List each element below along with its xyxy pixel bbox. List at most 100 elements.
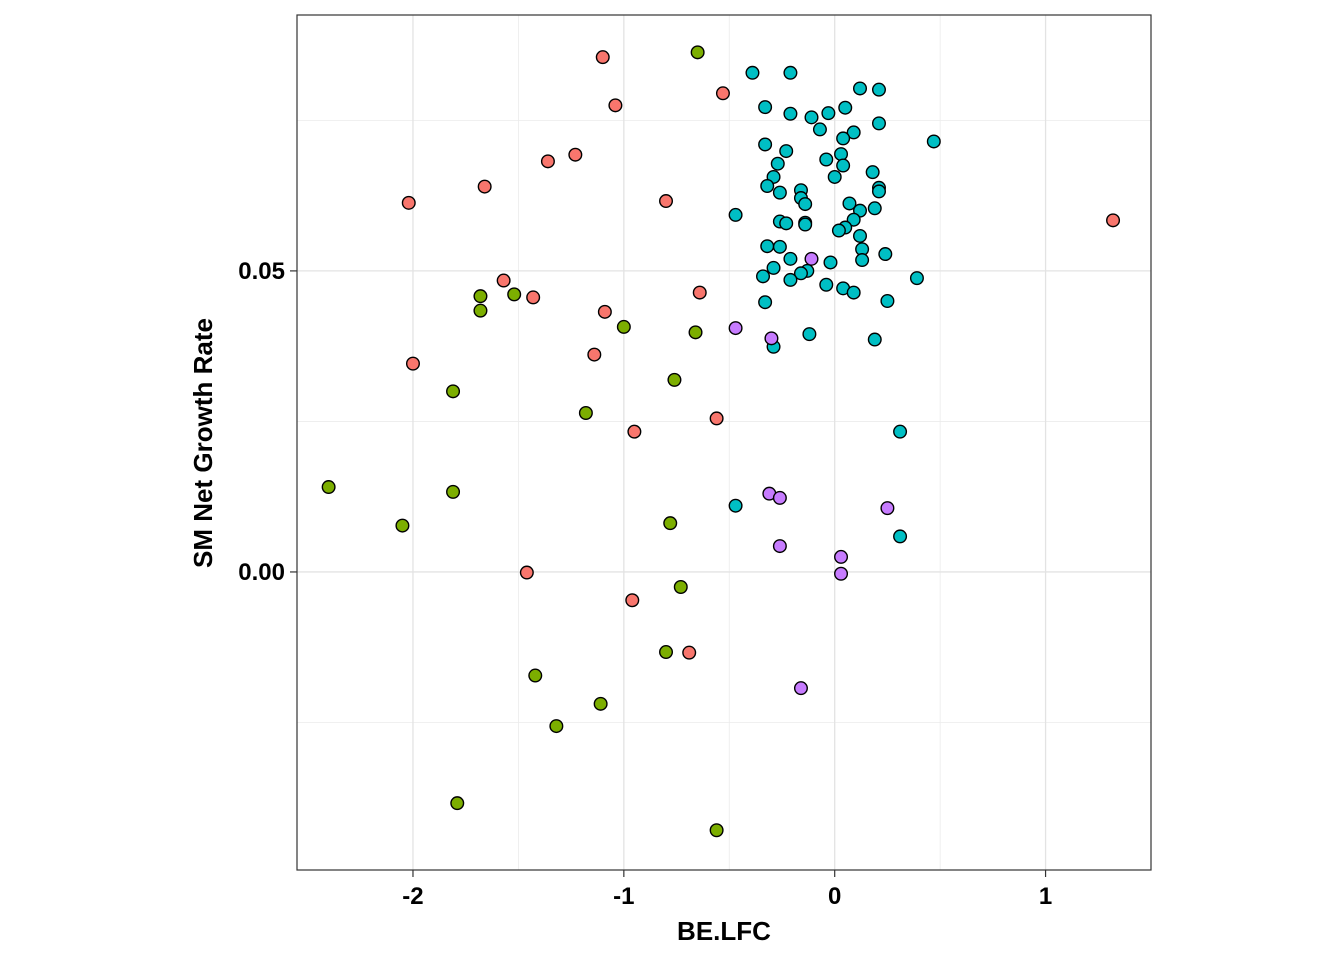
data-point-group-3 — [756, 269, 771, 284]
data-point-group-1 — [540, 154, 555, 169]
data-point-group-2 — [690, 45, 705, 60]
data-point-group-3 — [758, 100, 773, 115]
y-tick-label: 0.05 — [238, 258, 285, 285]
data-point-group-2 — [616, 319, 631, 334]
data-point-group-3 — [798, 217, 813, 232]
data-point-group-1 — [597, 304, 612, 319]
data-point-group-3 — [779, 144, 794, 159]
data-point-group-4 — [834, 566, 849, 581]
data-point-group-3 — [878, 247, 893, 262]
x-tick-label: -1 — [613, 883, 634, 910]
data-point-group-2 — [593, 696, 608, 711]
data-point-group-3 — [783, 65, 798, 80]
data-point-group-3 — [779, 216, 794, 231]
data-point-group-3 — [842, 196, 857, 211]
data-point-group-3 — [823, 255, 838, 270]
plot-background — [297, 15, 1151, 870]
data-point-group-2 — [473, 303, 488, 318]
y-axis-title: SM Net Growth Rate — [188, 318, 218, 568]
data-point-group-2 — [473, 289, 488, 304]
data-point-group-4 — [834, 549, 849, 564]
data-point-group-3 — [871, 116, 886, 131]
data-point-group-3 — [893, 424, 908, 439]
y-axis: 0.00 0.05 — [238, 258, 297, 586]
data-point-group-3 — [728, 498, 743, 513]
data-point-group-3 — [758, 137, 773, 152]
data-point-group-3 — [831, 223, 846, 238]
data-point-group-3 — [758, 295, 773, 310]
data-point-group-1 — [659, 194, 674, 209]
x-tick-label: 1 — [1039, 883, 1052, 910]
data-point-group-1 — [682, 645, 697, 660]
data-point-group-4 — [804, 251, 819, 266]
data-point-group-3 — [783, 272, 798, 287]
data-point-group-2 — [507, 287, 522, 302]
data-point-group-1 — [715, 86, 730, 101]
data-point-group-3 — [838, 100, 853, 115]
data-point-group-3 — [867, 201, 882, 216]
data-point-group-3 — [770, 156, 785, 171]
data-point-group-1 — [519, 565, 534, 580]
data-point-group-1 — [709, 411, 724, 426]
data-point-group-4 — [772, 539, 787, 554]
data-point-group-1 — [477, 179, 492, 194]
data-point-group-4 — [880, 501, 895, 516]
data-point-group-1 — [608, 98, 623, 113]
data-point-group-2 — [578, 405, 593, 420]
data-point-group-1 — [587, 347, 602, 362]
grid-lines — [297, 15, 1151, 870]
data-point-group-2 — [549, 719, 564, 734]
data-point-group-1 — [627, 424, 642, 439]
data-point-group-3 — [798, 197, 813, 212]
data-point-group-2 — [659, 645, 674, 660]
plot-border — [296, 14, 1152, 871]
data-point-group-3 — [855, 253, 870, 268]
data-point-group-2 — [528, 668, 543, 683]
x-tick-label: 0 — [828, 883, 841, 910]
data-point-group-3 — [821, 106, 836, 121]
data-point-group-3 — [865, 165, 880, 180]
data-point-group-2 — [450, 796, 465, 811]
data-point-group-3 — [909, 271, 924, 286]
data-point-group-3 — [728, 207, 743, 222]
data-point-group-2 — [709, 823, 724, 838]
data-point-group-3 — [772, 239, 787, 254]
data-point-group-3 — [836, 131, 851, 146]
data-point-group-1 — [595, 50, 610, 65]
data-point-group-4 — [772, 490, 787, 505]
data-point-group-3 — [760, 178, 775, 193]
data-point-group-1 — [692, 285, 707, 300]
data-point-group-2 — [663, 516, 678, 531]
data-point-group-2 — [446, 484, 461, 499]
data-point-group-3 — [846, 125, 861, 140]
data-point-group-3 — [827, 169, 842, 184]
data-point-group-3 — [846, 285, 861, 300]
data-point-group-3 — [772, 185, 787, 200]
x-axis: -2 -1 0 1 — [402, 870, 1052, 910]
data-points — [321, 45, 1121, 838]
data-point-group-3 — [871, 184, 886, 199]
data-point-group-3 — [880, 294, 895, 309]
data-point-group-3 — [853, 81, 868, 96]
data-point-group-3 — [783, 251, 798, 266]
data-point-group-1 — [1106, 213, 1121, 228]
data-point-group-3 — [853, 228, 868, 243]
data-point-group-2 — [395, 518, 410, 533]
data-point-group-2 — [667, 372, 682, 387]
data-point-group-2 — [673, 580, 688, 595]
data-point-group-1 — [625, 593, 640, 608]
data-point-group-1 — [568, 147, 583, 162]
data-point-group-2 — [446, 384, 461, 399]
data-point-group-3 — [846, 212, 861, 227]
data-point-group-3 — [783, 106, 798, 121]
data-point-group-1 — [526, 290, 541, 305]
data-point-group-3 — [793, 266, 808, 281]
data-point-group-3 — [871, 82, 886, 97]
data-point-group-4 — [728, 321, 743, 336]
data-point-group-3 — [867, 332, 882, 347]
data-point-group-3 — [893, 529, 908, 544]
data-point-group-3 — [819, 277, 834, 292]
data-point-group-3 — [812, 122, 827, 137]
